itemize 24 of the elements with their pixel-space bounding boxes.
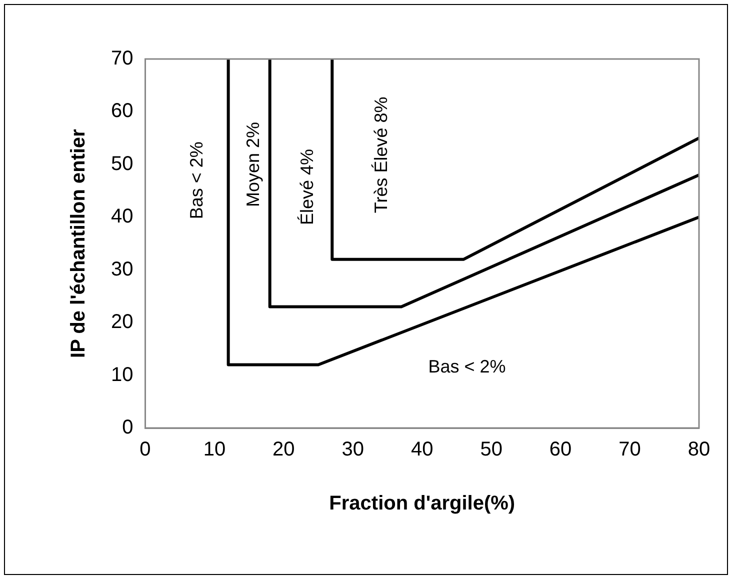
y-tick-label: 30 (110, 258, 134, 280)
y-tick-label: 40 (110, 206, 134, 228)
y-tick-label: 20 (110, 311, 134, 334)
x-tick-label: 40 (411, 438, 434, 461)
x-tick-label: 30 (342, 438, 364, 461)
y-tick-label: 70 (110, 48, 134, 70)
y-tick-label: 10 (110, 364, 134, 386)
annotation: Très Élevé 8% (371, 96, 392, 214)
y-axis-title: IP de l'échantillon entier (68, 128, 90, 358)
y-tick-label: 0 (122, 416, 134, 439)
annotation: Bas < 2% (428, 356, 506, 376)
y-tick-label: 60 (110, 100, 134, 122)
annotation: Moyen 2% (242, 122, 263, 208)
x-axis-title: Fraction d'argile(%) (329, 492, 516, 515)
x-tick-label: 20 (272, 438, 295, 461)
annotation: Bas < 2% (186, 142, 206, 220)
x-tick-label: 80 (688, 438, 710, 461)
x-tick-label: 50 (480, 438, 502, 461)
x-tick-label: 10 (203, 438, 226, 461)
y-tick-label: 50 (110, 152, 134, 175)
x-tick-label: 0 (140, 438, 151, 461)
x-tick-label: 70 (618, 438, 641, 461)
annotation: Élevé 4% (297, 149, 318, 226)
x-tick-label: 60 (549, 438, 572, 461)
